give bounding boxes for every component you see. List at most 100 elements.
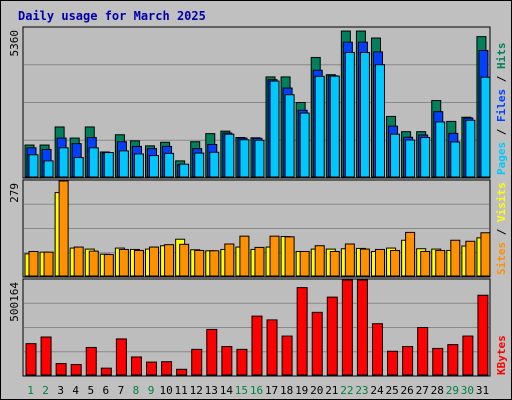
chart-title: Daily usage for March 2025 <box>18 9 206 23</box>
kbytes-bar <box>115 338 127 376</box>
legend-kbytes: KBytes <box>495 335 508 375</box>
kbytes-bar <box>40 336 52 376</box>
day-label: 28 <box>431 384 444 397</box>
pages-bar <box>374 64 385 178</box>
day-label: 20 <box>310 384 323 397</box>
sites-bar <box>103 254 114 277</box>
kbytes-bar <box>130 356 142 376</box>
sites-bar <box>299 250 310 277</box>
day-label: 11 <box>175 384 188 397</box>
pages-bar <box>344 51 355 178</box>
kbytes-bar <box>146 361 158 376</box>
kbytes-bar <box>447 344 459 376</box>
kbytes-bar <box>341 279 353 376</box>
sites-bar <box>329 250 340 277</box>
kbytes-bar <box>356 279 368 376</box>
sites-bar <box>43 251 54 277</box>
pages-bar <box>118 150 129 178</box>
day-label: 5 <box>87 384 94 397</box>
kbytes-bar <box>55 363 67 376</box>
day-label: 15 <box>235 384 248 397</box>
day-label: 9 <box>148 384 155 397</box>
x-axis-day-labels: 1 2 3 4 5 6 7 8 9 10 11 12 13 14 15 16 17 18 19 20 21 22 23 24 2… <box>27 384 489 397</box>
panel-kbytes: 500164 KBytes <box>8 278 508 377</box>
kbytes-bar <box>387 350 399 376</box>
pages-bar <box>284 94 295 178</box>
pages-bar <box>88 147 99 178</box>
sites-bar <box>118 248 129 277</box>
legend-hits: Hits <box>495 43 508 70</box>
pages-bar <box>390 133 401 178</box>
sites-bar <box>450 239 461 277</box>
day-label: 2 <box>42 384 49 397</box>
pages-bar <box>269 80 280 178</box>
pages-bar <box>149 155 160 178</box>
top-ymax-label: 5360 <box>8 30 21 57</box>
sites-bar <box>480 232 491 277</box>
pages-bar <box>103 152 114 178</box>
kbytes-bar <box>70 364 82 376</box>
legend-pages: Pages <box>495 142 508 175</box>
day-label: 25 <box>385 384 398 397</box>
kbytes-bar <box>326 296 338 376</box>
sites-bar <box>254 246 265 277</box>
day-label: 23 <box>355 384 368 397</box>
day-label: 30 <box>461 384 474 397</box>
pages-bar <box>465 119 476 178</box>
bottom-legend: KBytes <box>495 335 508 375</box>
sites-bar <box>390 249 401 277</box>
sites-bar <box>465 240 476 277</box>
sites-bar <box>314 245 325 277</box>
legend-files: Files <box>495 89 508 122</box>
day-label: 10 <box>159 384 172 397</box>
sites-bar <box>239 235 250 277</box>
kbytes-bar <box>191 348 203 376</box>
panel-hits-files-pages: 5360 Pages / Files / Hits <box>8 26 508 179</box>
sites-bar <box>133 249 144 277</box>
sites-bar <box>194 249 205 277</box>
mid-legend: Sites / Visits <box>495 182 508 275</box>
pages-bar <box>329 75 340 178</box>
kbytes-bar <box>221 346 233 376</box>
kbytes-bar <box>477 294 489 376</box>
sites-bar <box>58 180 69 277</box>
day-label: 27 <box>416 384 429 397</box>
sites-bar <box>28 250 39 277</box>
kbytes-bar <box>296 287 308 376</box>
kbytes-bar <box>206 328 218 376</box>
day-label: 18 <box>280 384 293 397</box>
day-label: 29 <box>446 384 459 397</box>
mid-ymax-label: 279 <box>8 183 21 203</box>
pages-bar <box>405 139 416 178</box>
kbytes-bar <box>161 361 173 376</box>
pages-bar <box>420 137 431 178</box>
pages-bar <box>239 139 250 178</box>
day-label: 12 <box>190 384 203 397</box>
sites-bar <box>284 236 295 277</box>
kbytes-bar <box>311 311 323 376</box>
kbytes-bar <box>281 335 293 376</box>
pages-bar <box>254 139 265 178</box>
sites-bar <box>435 249 446 277</box>
legend-sep-3: / <box>495 222 508 242</box>
sites-bar <box>88 250 99 277</box>
day-label: 7 <box>118 384 125 397</box>
pages-bar <box>209 151 220 178</box>
day-label: 3 <box>57 384 64 397</box>
day-label: 14 <box>220 384 234 397</box>
kbytes-bar <box>402 346 414 376</box>
kbytes-bar <box>371 323 383 376</box>
kbytes-bar <box>25 343 37 376</box>
pages-bar <box>58 147 69 178</box>
sites-bar <box>73 246 84 277</box>
sites-bar <box>209 250 220 277</box>
day-label: 26 <box>401 384 414 397</box>
sites-bar <box>269 235 280 277</box>
sites-bar <box>420 250 431 277</box>
pages-bar <box>450 141 461 178</box>
kbytes-bar <box>236 348 248 376</box>
legend-sep-1: / <box>495 122 508 142</box>
bottom-ymax-label: 500164 <box>8 282 21 322</box>
sites-bar <box>164 244 175 277</box>
